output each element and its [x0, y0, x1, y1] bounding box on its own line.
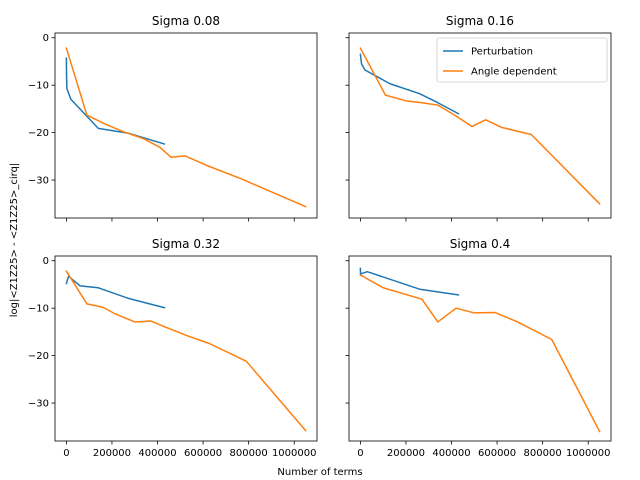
- x-tick-label: 0: [63, 448, 69, 459]
- subplot-4: Sigma 0.4 0 200000 400000 600000 800000 100000…: [345, 237, 612, 459]
- x-tick-label: 400000: [138, 448, 176, 459]
- subplot-title: Sigma 0.08: [152, 14, 220, 28]
- subplot-title: Sigma 0.16: [446, 14, 514, 28]
- x-tick-label: 1000000: [272, 448, 317, 459]
- y-tick-label: −20: [28, 351, 49, 362]
- figure-y-axis-label: log|<Z1Z25> - <Z1Z25>_cirq|: [9, 163, 20, 318]
- x-tick-label: 0: [357, 448, 363, 459]
- series-line-angle-dependent: [65, 47, 307, 208]
- subplot-2: Sigma 0.16 Perturbation Angle dependent: [345, 14, 612, 222]
- series-lines: [359, 47, 601, 205]
- series-line-angle-dependent: [359, 273, 601, 433]
- x-tick-label: 400000: [432, 448, 470, 459]
- series-line-perturbation: [359, 267, 460, 296]
- axes-frame: [348, 255, 612, 442]
- y-tick-label: 0: [43, 33, 49, 44]
- series-lines: [65, 47, 307, 208]
- x-tick-label: 600000: [184, 448, 222, 459]
- y-tick-label: −30: [28, 399, 49, 410]
- series-line-angle-dependent: [65, 270, 307, 432]
- subplot-3: Sigma 0.32 0 200000 400000 600000 800000 10000…: [28, 237, 318, 459]
- axes-frame: [54, 255, 318, 442]
- y-tick-label: −30: [28, 176, 49, 187]
- subplot-title: Sigma 0.32: [152, 237, 220, 251]
- x-tick-label: 200000: [93, 448, 131, 459]
- series-line-perturbation: [359, 53, 460, 115]
- y-tick-label: −10: [28, 81, 49, 92]
- x-tick-label: 800000: [230, 448, 268, 459]
- legend-box: [436, 37, 608, 83]
- subplot-grid: Sigma 0.08 0 −10 −20 −30 Sigma 0.16 Perturbati…: [28, 14, 612, 459]
- series-lines: [359, 267, 601, 433]
- series-lines: [65, 270, 307, 432]
- figure-x-axis-label: Number of terms: [277, 467, 362, 478]
- series-line-angle-dependent: [359, 47, 601, 205]
- x-tick-label: 800000: [524, 448, 562, 459]
- legend: Perturbation Angle dependent: [436, 37, 608, 83]
- x-tick-label: 200000: [387, 448, 425, 459]
- legend-label: Angle dependent: [471, 67, 557, 78]
- x-tick-label: 600000: [478, 448, 516, 459]
- series-line-perturbation: [65, 275, 166, 309]
- subplot-1: Sigma 0.08 0 −10 −20 −30: [28, 14, 318, 222]
- axes-frame: [348, 32, 612, 219]
- series-line-perturbation: [65, 57, 166, 145]
- y-tick-label: −20: [28, 128, 49, 139]
- x-tick-label: 1000000: [566, 448, 611, 459]
- axes-frame: [54, 32, 318, 219]
- legend-label: Perturbation: [471, 47, 533, 58]
- y-tick-label: 0: [43, 256, 49, 267]
- y-tick-label: −10: [28, 304, 49, 315]
- subplot-title: Sigma 0.4: [450, 237, 511, 251]
